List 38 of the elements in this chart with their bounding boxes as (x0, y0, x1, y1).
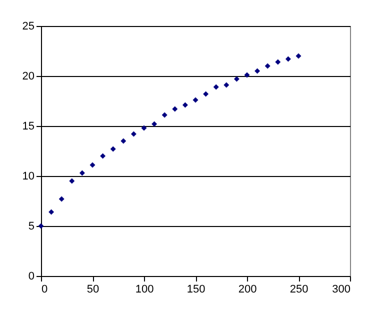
point (152, 121, 158, 127)
point (244, 72, 250, 78)
point (120, 138, 126, 144)
y-tick-label: 0 (28, 270, 34, 282)
y-tick-label: 25 (22, 20, 34, 32)
point (285, 56, 291, 62)
point (172, 106, 178, 112)
point (130, 131, 136, 137)
point (162, 112, 168, 118)
point (296, 53, 302, 59)
y-tick-label: 15 (22, 120, 34, 132)
point (224, 82, 230, 88)
x-tick-label: 50 (86, 284, 100, 296)
point (234, 76, 240, 82)
point (58, 196, 64, 202)
y-tick-label: 20 (22, 70, 34, 82)
point (275, 59, 281, 65)
point (100, 153, 106, 159)
point (182, 102, 188, 108)
point (110, 146, 116, 152)
point (69, 178, 75, 184)
y-tick-label: 5 (28, 220, 34, 232)
x-tick-label: 250 (290, 284, 308, 296)
point (79, 170, 85, 176)
point (90, 162, 96, 168)
point (213, 84, 219, 90)
x-tick-label: 300 (332, 284, 350, 296)
point (264, 63, 270, 69)
point (192, 97, 198, 103)
x-tick-label: 150 (186, 284, 206, 296)
x-tick-label: 200 (238, 284, 257, 296)
x-tick-label: 0 (42, 284, 48, 296)
point (141, 125, 147, 131)
x-tick-label: 100 (135, 284, 154, 296)
point (48, 209, 54, 215)
y-tick-label: 10 (22, 170, 34, 182)
point (254, 68, 260, 74)
point (203, 91, 209, 97)
